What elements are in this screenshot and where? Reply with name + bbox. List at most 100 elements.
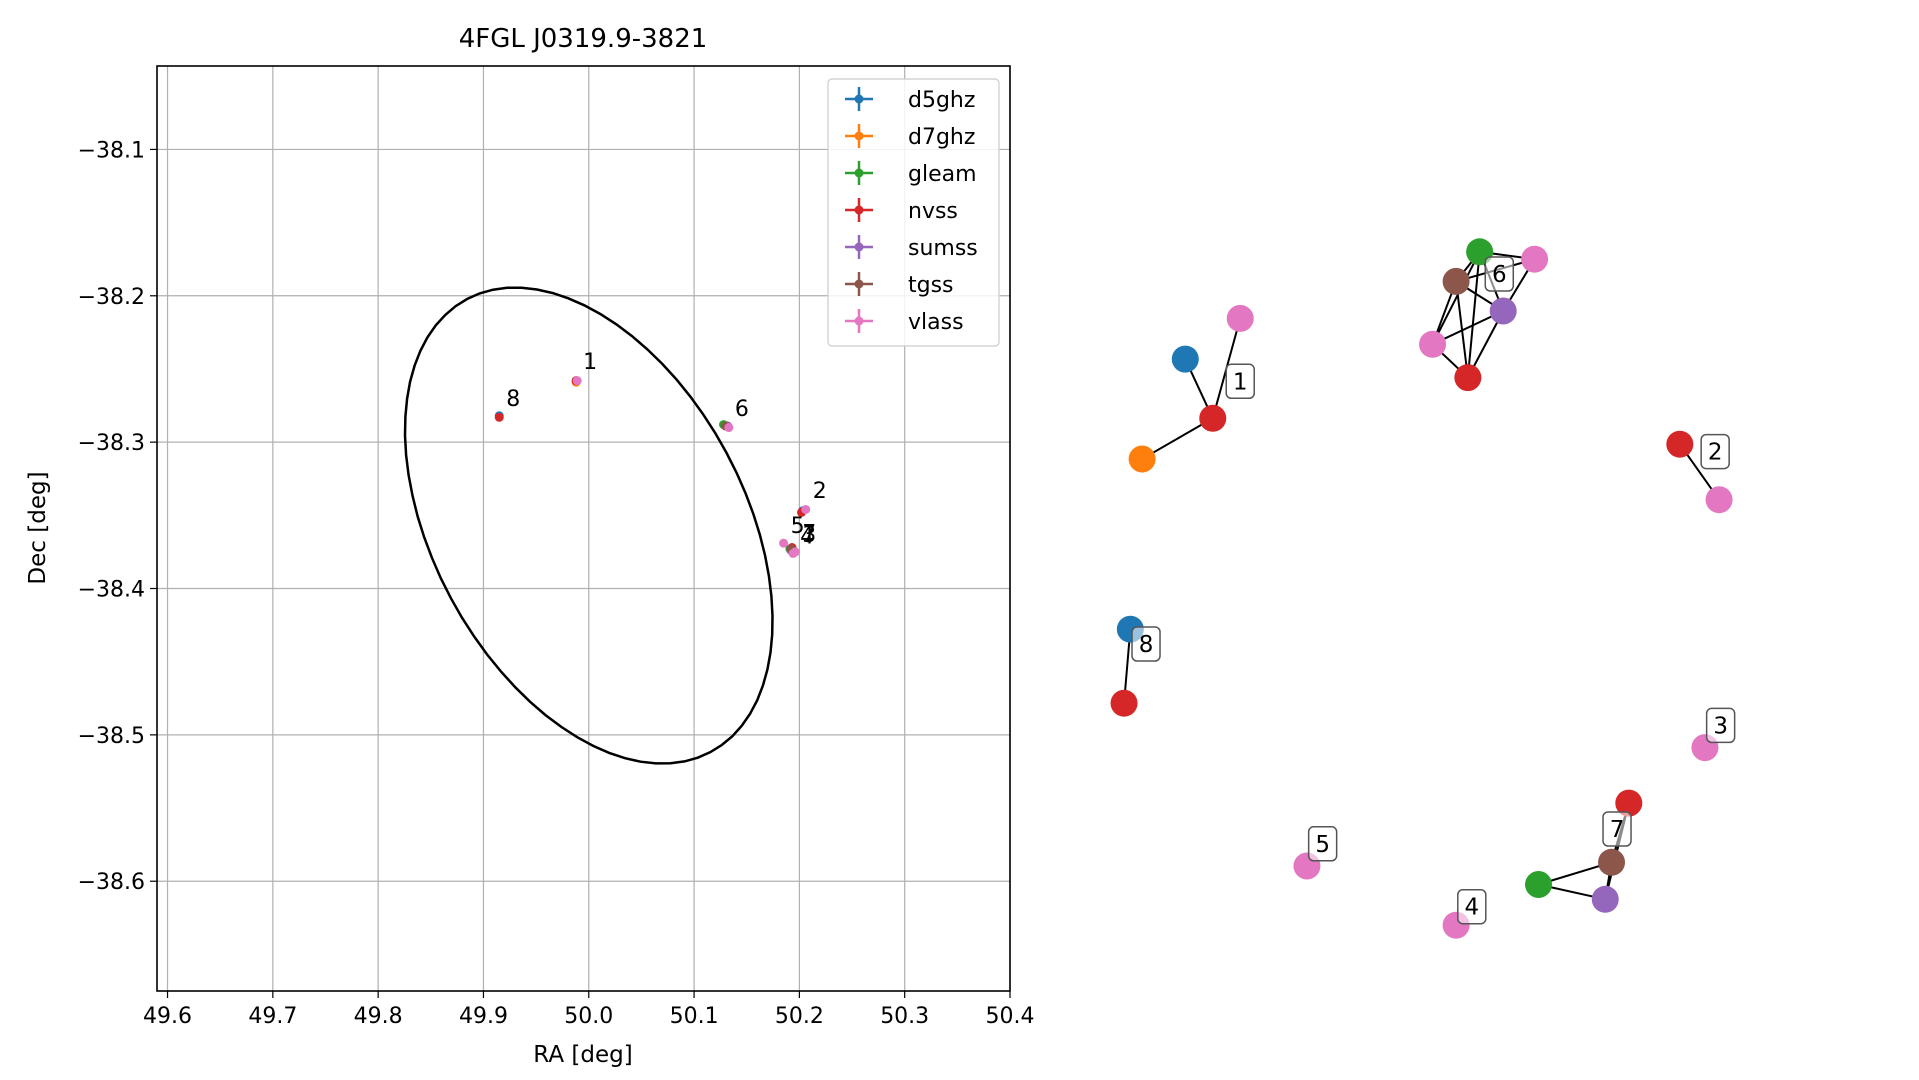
legend-marker-dot [854,94,864,104]
y-ticks: −38.1 −38.2 −38.3 −38.4 −38.5 −38.6 [78,138,157,895]
data-point-vlass [801,504,811,514]
y-axis-label: Dec [deg] [25,471,51,584]
y-tick-label: −38.1 [78,138,145,163]
label-text: 6 [1492,262,1507,288]
data-marker [790,547,800,557]
x-tick-label: 49.6 [143,1004,192,1029]
legend-box [827,78,1000,347]
network-cluster-label: 3 [1705,707,1736,744]
network-labels-layer: 1 6 2 8 3 5 4 7 [1131,256,1736,925]
y-tick-label: −38.4 [78,578,145,603]
legend-entry-d5ghz: d5ghz [845,87,975,113]
data-marker [494,412,504,422]
label-text: 5 [1315,832,1330,858]
y-tick-label: −38.5 [78,724,145,749]
data-point-vlass [724,423,734,433]
y-tick-label: −38.2 [78,285,145,310]
network-node-nvss [1615,789,1643,817]
data-point-vlass [572,376,582,386]
data-marker [779,538,789,548]
network-cluster-label: 1 [1225,363,1255,400]
data-point-vlass [779,538,789,548]
x-tick-label: 50.1 [670,1004,719,1029]
label-box [1700,433,1730,470]
network-node-nvss [1454,364,1482,392]
network-node-vlass [1226,304,1254,332]
annotation-label: 2 [813,479,827,504]
x-tick-label: 50.2 [775,1004,824,1029]
label-box [1225,363,1255,400]
network-node-nvss [1110,689,1138,717]
label-text: 4 [1464,895,1479,921]
network-panel: 1 6 2 8 3 5 4 7 [1110,238,1736,939]
network-edge [1431,251,1481,345]
label-text: 8 [1139,632,1154,658]
legend-marker-dot [854,316,864,326]
network-node-gleam [1525,871,1553,898]
legend: d5ghz d7ghz gleam nvss sumss tgss vlass [827,78,1000,347]
label-box [1602,811,1632,847]
legend-label: vlass [908,310,964,335]
network-cluster-label: 6 [1484,256,1515,292]
legend-marker-dot [854,168,864,178]
data-point-vlass [790,547,800,557]
network-cluster-label: 7 [1602,811,1632,847]
gridlines [157,66,1011,991]
label-box [1705,707,1736,744]
label-text: 7 [1610,817,1625,843]
error-ellipse [403,286,774,765]
legend-entry-sumss: sumss [845,235,978,261]
annotation-label: 5 [791,514,805,539]
legend-label: tgss [908,273,954,298]
y-tick-label: −38.6 [78,870,145,895]
annotation-label: 7 [802,521,816,546]
annotation-label: 1 [583,350,597,375]
legend-label: nvss [908,199,958,224]
label-box [1307,826,1338,862]
x-tick-label: 50.0 [564,1004,613,1029]
label-text: 1 [1233,369,1248,395]
network-node-d5ghz [1171,345,1199,373]
legend-entry-nvss: nvss [845,198,958,224]
legend-marker-dot [854,205,864,215]
x-tick-label: 50.3 [880,1004,929,1029]
network-node-vlass [1521,245,1549,273]
network-cluster-label: 5 [1307,826,1338,862]
label-text: 2 [1708,440,1723,466]
data-marker [572,376,582,386]
network-node-d7ghz [1128,445,1156,473]
network-node-nvss [1666,430,1694,458]
label-box [1457,888,1487,925]
annotation-label: 8 [506,387,520,412]
data-points-layer [494,376,811,558]
legend-entry-gleam: gleam [845,161,977,187]
network-node-nvss [1199,404,1227,432]
legend-marker-dot [854,279,864,289]
network-node-vlass [1419,330,1447,358]
legend-label: d7ghz [908,125,975,150]
x-tick-label: 49.7 [248,1004,297,1029]
network-node-vlass [1705,486,1733,514]
y-tick-label: −38.3 [78,431,145,456]
legend-entry-d7ghz: d7ghz [845,124,975,150]
network-cluster-label: 8 [1131,626,1161,662]
annotation-label: 3 [802,523,816,548]
label-box [1484,256,1515,292]
legend-label: d5ghz [908,88,975,113]
label-box [1131,626,1161,662]
network-node-sumss [1591,885,1619,913]
annotation-label: 4 [800,524,814,549]
x-ticks: 49.6 49.7 49.8 49.9 50.0 50.1 50.2 50.3 50.4 [143,991,1034,1029]
legend-entry-vlass: vlass [845,309,964,335]
network-edge [1141,417,1214,460]
legend-label: gleam [908,162,977,187]
data-point-nvss [494,412,504,422]
x-tick-label: 49.8 [354,1004,403,1029]
network-cluster-label: 4 [1457,888,1487,925]
x-tick-label: 49.9 [459,1004,508,1029]
legend-label: sumss [908,236,978,261]
axes-frame [156,65,1011,992]
chart-title: 4FGL J0319.9-3821 [459,24,708,54]
network-node-tgss [1442,267,1470,295]
